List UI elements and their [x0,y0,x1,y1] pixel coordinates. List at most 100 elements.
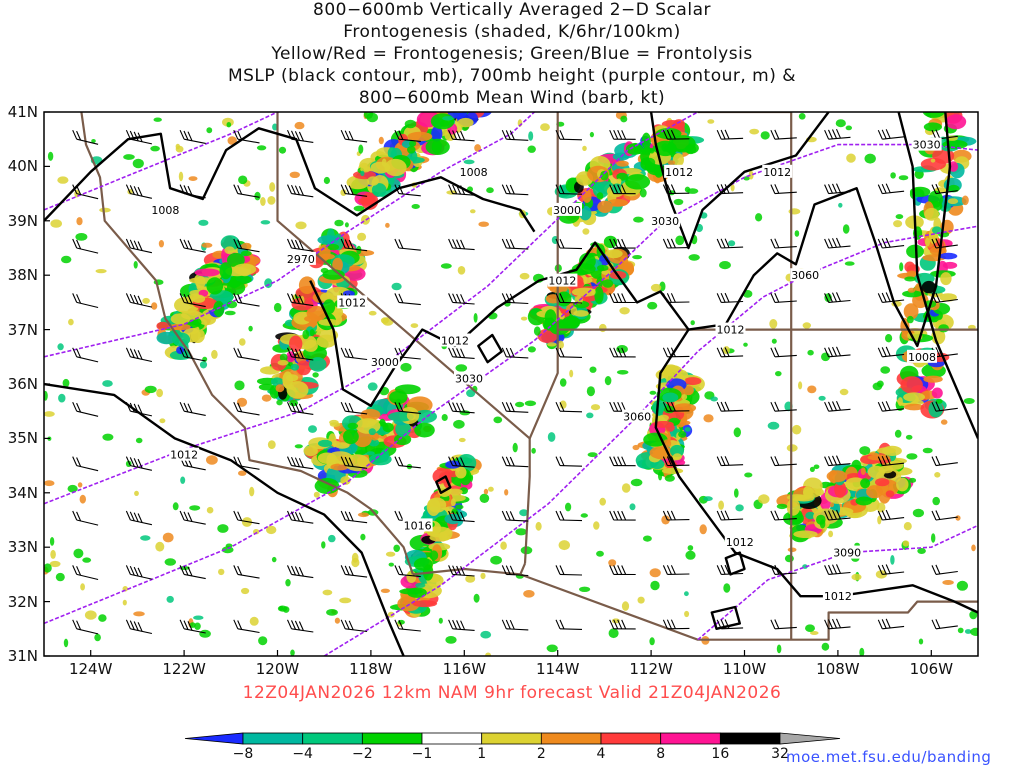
shade-cell [391,282,402,291]
shade-cell [650,580,660,591]
shade-cell [860,467,866,476]
shade-cell [480,572,486,580]
shade-cell [880,366,891,374]
shade-cell [786,498,801,516]
shade-cell [453,419,465,429]
shade-cell [206,277,224,295]
shade-cell [99,207,111,213]
shade-cell [611,618,620,624]
shade-cell [206,455,218,465]
colorbar-segment [361,732,423,745]
credit-link[interactable]: moe.met.fsu.edu/banding [786,748,992,766]
shade-cell [156,321,170,331]
shade-cell [276,399,283,406]
shade-cell [290,363,299,371]
shade-cell [189,505,201,511]
shade-cell [931,533,936,543]
shade-cell [956,580,969,591]
shade-cell [535,521,542,531]
colorbar-segment [600,732,662,745]
shade-cell [431,125,443,142]
shade-cell [344,454,370,472]
shade-cell [286,381,309,399]
shade-cell [395,421,411,437]
shade-cell [241,587,250,595]
shade-cell [906,244,924,259]
shade-cell [803,485,813,499]
title-line-2: Frontogenesis (shaded, K/6hr/100km) [343,22,681,42]
colorbar-level-label: −2 [352,746,373,762]
shade-cell [809,466,815,472]
shade-cell [912,508,925,518]
shade-cell [394,433,412,446]
shade-cell [172,502,179,511]
shade-cell [579,205,592,221]
shade-cell [775,371,782,377]
shade-cell [227,252,245,268]
shade-cell [605,249,623,259]
shade-cell [798,113,806,120]
shade-cell [690,320,695,326]
shade-cell [270,377,284,387]
shade-cell [906,453,918,460]
shade-cell [238,175,248,185]
shade-cell [902,290,923,298]
shade-cell [312,372,319,378]
shade-cell [924,207,939,221]
shade-cell [156,331,177,345]
shade-cell [140,535,151,541]
shade-cell [206,127,213,134]
shade-cell [479,493,490,503]
colorbar-segment [540,732,602,745]
shade-cell [835,119,846,128]
shade-cell [444,513,462,525]
shade-cell [427,497,447,513]
shade-cell [62,378,70,388]
shade-cell [672,153,685,167]
title-line-3: Yellow/Red = Frontogenesis; Green/Blue =… [271,44,753,64]
shade-cell [876,502,886,513]
shade-cell [658,414,669,421]
shade-cell [440,263,452,269]
shade-cell [839,388,849,396]
shade-cell [441,414,448,421]
shade-cell [213,300,225,317]
colorbar-level-label: 4 [596,746,606,762]
shade-cell [82,557,92,563]
shade-cell [890,555,895,565]
shade-cell [220,235,240,251]
shade-cell [685,550,696,560]
shade-cell [410,323,419,328]
shade-cell [515,401,525,408]
shade-cell [369,453,392,466]
shade-cell [662,392,679,403]
shade-cell [470,209,476,214]
shade-cell [904,276,916,282]
shade-cell [639,188,647,198]
colorbar-level-label: −8 [232,746,254,762]
shade-cell [272,123,278,131]
shade-cell [616,370,629,375]
shade-cell [940,272,952,286]
shade-cell [309,329,315,337]
shade-cell [218,568,225,576]
shade-cell [877,447,896,454]
shade-cell [906,315,914,324]
shade-cell [44,390,48,401]
shade-cell [670,444,684,458]
shade-cell [896,477,909,492]
shade-cell [278,146,287,154]
shade-cell [327,243,340,251]
shade-cell [602,279,614,288]
shade-cell [95,269,107,274]
shade-cell [616,160,629,167]
shade-cell [920,157,947,171]
colorbar-segment [779,732,841,745]
shade-cell [389,390,408,405]
shade-cell [699,524,707,535]
shade-cell [388,562,394,567]
colorbar-segment [421,732,483,745]
shade-cell [930,158,936,163]
shade-cell [673,403,697,413]
shade-cell [688,254,700,261]
